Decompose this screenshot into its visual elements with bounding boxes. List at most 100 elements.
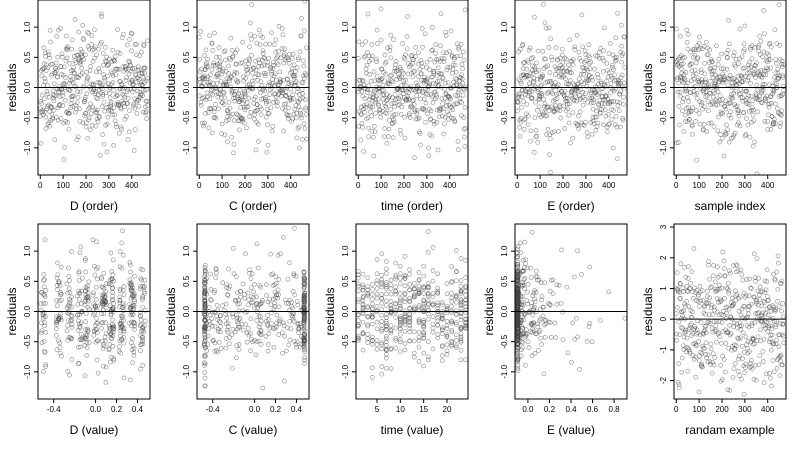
data-point (762, 300, 767, 305)
data-point (402, 296, 408, 301)
data-point (431, 69, 437, 74)
data-point (515, 291, 520, 297)
data-point (418, 96, 423, 102)
data-point (745, 100, 751, 106)
data-point (383, 284, 389, 290)
data-point (769, 332, 775, 338)
data-point (534, 76, 540, 82)
data-point (449, 320, 455, 326)
data-point (301, 121, 307, 127)
data-point (703, 330, 709, 336)
data-point (411, 306, 417, 312)
data-point (739, 54, 745, 60)
data-point (402, 290, 408, 296)
data-point (123, 66, 129, 72)
data-point (233, 298, 238, 304)
y-tick-label: -1.0 (182, 364, 191, 378)
data-point (565, 350, 571, 356)
data-point (243, 76, 248, 81)
data-point (517, 125, 522, 130)
data-point (290, 92, 296, 97)
data-point (577, 109, 583, 115)
data-point (439, 302, 445, 308)
data-point (371, 153, 377, 159)
x-tick-label: -0.4 (47, 405, 61, 414)
data-point (520, 340, 526, 345)
data-point (367, 103, 373, 109)
y-tick-label: -0.5 (23, 110, 32, 124)
x-tick-label: 400 (443, 181, 457, 190)
data-point (214, 348, 219, 353)
data-point (302, 281, 307, 287)
data-point (767, 57, 773, 62)
data-point (129, 31, 135, 37)
data-point (258, 318, 264, 324)
data-point (41, 278, 46, 283)
data-point (709, 59, 715, 64)
data-point (65, 323, 70, 328)
data-point (261, 55, 267, 60)
data-point (686, 99, 692, 104)
data-point (689, 269, 695, 274)
data-point (263, 71, 269, 77)
y-tick-label: -2 (659, 376, 668, 384)
data-point (746, 93, 752, 99)
data-point (234, 47, 240, 53)
data-point (455, 138, 461, 144)
data-point (430, 278, 436, 284)
data-point (416, 317, 422, 323)
data-point (371, 124, 377, 129)
data-point (458, 357, 464, 363)
data-point (602, 107, 608, 113)
data-point (132, 65, 137, 71)
data-point (676, 319, 681, 325)
data-point (231, 271, 237, 277)
data-point (697, 45, 703, 51)
data-point (110, 306, 116, 311)
data-point (756, 68, 761, 74)
data-point (611, 99, 617, 104)
data-point (134, 110, 140, 116)
data-point (265, 342, 271, 347)
data-point (421, 286, 427, 292)
data-point (92, 272, 98, 278)
data-point (587, 95, 593, 101)
data-point (453, 338, 459, 343)
data-point (96, 46, 101, 52)
data-point (757, 284, 763, 290)
data-point (101, 286, 107, 291)
data-point (618, 89, 623, 95)
data-point (431, 70, 436, 76)
data-point (540, 313, 546, 319)
data-point (214, 302, 220, 308)
data-point (723, 341, 729, 346)
data-point (217, 64, 222, 69)
data-point (427, 67, 432, 73)
data-point (54, 33, 60, 39)
data-point (262, 88, 268, 94)
data-point (435, 315, 441, 321)
data-point (138, 91, 144, 97)
data-point (253, 147, 259, 153)
data-point (383, 318, 389, 324)
data-point (303, 105, 308, 111)
data-point (301, 28, 307, 34)
data-point (600, 97, 606, 103)
data-point (735, 335, 741, 341)
data-point (124, 114, 129, 119)
data-point (213, 115, 219, 121)
data-point (458, 289, 464, 295)
data-point (689, 123, 695, 129)
data-point (533, 99, 538, 105)
data-point (383, 271, 389, 276)
data-point (108, 100, 114, 105)
data-point (516, 91, 522, 96)
data-point (699, 288, 705, 293)
data-point (756, 275, 761, 281)
data-point (286, 300, 291, 306)
data-point (385, 134, 391, 139)
data-point (202, 262, 208, 268)
data-point (276, 332, 282, 337)
y-tick-label: 0.5 (500, 51, 509, 63)
data-point (515, 270, 521, 276)
